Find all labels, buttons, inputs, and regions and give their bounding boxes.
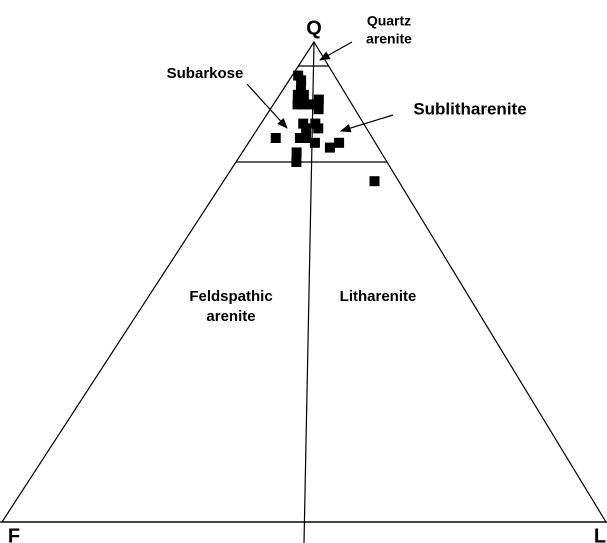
data-point [324,142,335,153]
data-point [292,89,303,100]
data-point [309,137,320,148]
field-label: Sublitharenite [413,99,526,118]
data-point [292,99,303,110]
data-point [298,99,309,110]
field-label: Subarkose [167,65,244,82]
data-point [313,94,324,105]
apex-label: Q [306,17,322,39]
field-label: Feldspathic [189,288,272,305]
data-point [334,137,345,148]
apex-label: L [594,525,606,543]
data-point [313,104,324,115]
field-label: arenite [366,31,412,47]
field-label: arenite [206,308,255,325]
field-label: Quartz [367,13,411,29]
data-point [369,176,380,187]
data-point [304,99,315,110]
data-point [270,133,281,143]
field-label: Litharenite [340,288,417,305]
arrow [319,41,353,61]
data-point [313,123,324,134]
data-point [296,75,307,86]
data-point [291,157,302,167]
data-point [300,133,311,143]
divider-line [303,41,315,543]
data-point [294,133,305,143]
data-point [291,147,302,158]
arrow [246,83,288,129]
data-point [301,123,312,134]
arrow [339,114,394,133]
apex-label: F [8,525,20,543]
data-point [298,89,309,100]
